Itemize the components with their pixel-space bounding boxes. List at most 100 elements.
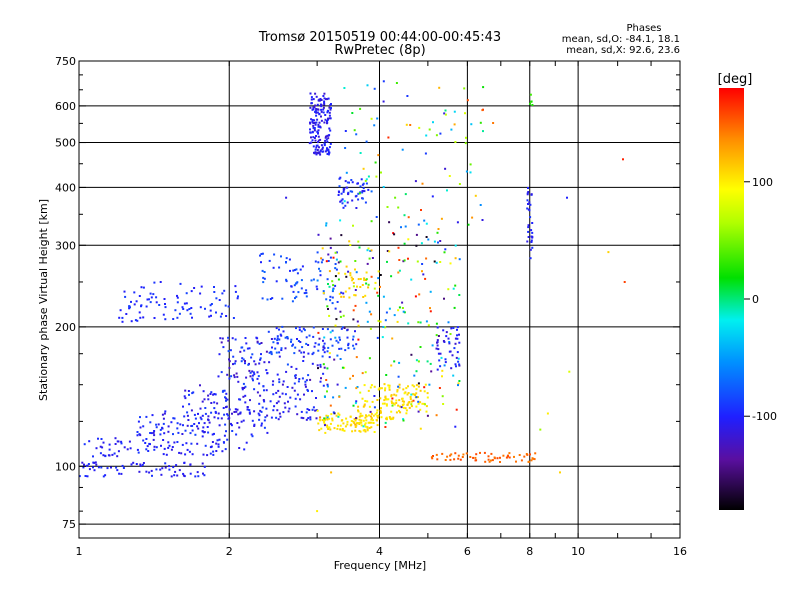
data-point xyxy=(368,310,371,313)
data-point xyxy=(309,122,312,125)
data-point xyxy=(202,426,205,429)
data-point xyxy=(117,440,120,443)
data-point xyxy=(322,372,325,375)
data-point xyxy=(260,410,263,413)
data-point xyxy=(527,226,530,229)
data-point xyxy=(376,291,379,294)
data-point xyxy=(461,456,464,458)
data-point xyxy=(496,457,499,460)
data-point xyxy=(316,510,319,513)
data-point xyxy=(349,190,352,193)
data-point xyxy=(153,430,156,432)
data-point xyxy=(358,246,361,249)
data-point xyxy=(527,236,530,238)
data-point xyxy=(366,262,369,265)
data-point xyxy=(87,463,90,465)
data-point xyxy=(445,331,448,334)
data-point xyxy=(529,203,532,206)
data-point xyxy=(319,153,322,156)
data-point xyxy=(437,335,440,337)
data-point xyxy=(92,466,94,469)
data-point xyxy=(184,389,187,392)
data-point xyxy=(118,316,121,319)
data-point xyxy=(395,82,398,84)
data-point xyxy=(456,337,459,340)
data-point xyxy=(311,120,314,123)
data-point xyxy=(172,417,175,420)
data-point xyxy=(406,393,409,396)
data-point xyxy=(234,338,237,341)
data-point xyxy=(182,405,184,408)
data-point xyxy=(372,414,375,417)
data-point xyxy=(225,430,227,433)
data-point xyxy=(253,373,256,376)
data-point xyxy=(316,130,319,133)
data-point xyxy=(120,472,123,475)
data-point xyxy=(181,306,184,309)
data-point xyxy=(138,311,141,314)
data-point xyxy=(447,321,450,324)
data-point xyxy=(148,471,151,474)
data-point xyxy=(184,397,187,400)
data-point xyxy=(180,452,183,455)
data-point xyxy=(234,285,237,288)
data-point xyxy=(341,429,344,432)
data-point xyxy=(334,307,337,310)
data-point xyxy=(385,311,388,314)
colorbar xyxy=(719,88,744,510)
data-point xyxy=(347,344,350,347)
data-point xyxy=(320,377,322,380)
data-point xyxy=(186,411,189,414)
data-point xyxy=(527,191,530,193)
data-point xyxy=(405,123,408,126)
data-point xyxy=(370,421,373,424)
data-point xyxy=(289,396,292,399)
data-point xyxy=(529,248,532,251)
data-point xyxy=(236,297,239,300)
data-point xyxy=(397,206,400,209)
data-point xyxy=(213,416,216,419)
data-point xyxy=(314,148,317,151)
data-point xyxy=(429,310,432,313)
data-point xyxy=(313,345,316,348)
data-point xyxy=(244,362,246,365)
data-point xyxy=(329,256,332,259)
data-point xyxy=(177,431,180,434)
data-point xyxy=(297,380,300,383)
data-point xyxy=(323,342,326,345)
data-point xyxy=(342,422,345,425)
data-point xyxy=(253,423,256,426)
data-point xyxy=(136,319,139,322)
data-point xyxy=(296,338,298,340)
data-point xyxy=(335,414,338,417)
data-point xyxy=(176,294,178,297)
data-point xyxy=(315,95,318,98)
data-point xyxy=(325,224,328,227)
data-point xyxy=(325,417,327,420)
data-point xyxy=(97,466,100,469)
data-point xyxy=(419,408,422,411)
data-point xyxy=(213,393,216,395)
data-point xyxy=(318,146,320,149)
data-point xyxy=(132,461,135,464)
data-point xyxy=(343,87,346,89)
colorbar-tick-label: 0 xyxy=(752,293,759,306)
data-point xyxy=(364,201,367,204)
data-point xyxy=(217,375,220,378)
data-point xyxy=(256,340,259,343)
data-point xyxy=(197,427,200,430)
data-point xyxy=(311,408,314,411)
data-point xyxy=(435,347,438,350)
data-point xyxy=(329,299,332,302)
data-point xyxy=(490,459,492,462)
data-point xyxy=(239,350,242,353)
data-point xyxy=(384,389,386,392)
data-point xyxy=(341,428,344,430)
data-point xyxy=(260,424,263,427)
data-point xyxy=(215,297,218,300)
colorbar-tick-label: -100 xyxy=(752,410,777,423)
data-point xyxy=(182,308,185,310)
data-point xyxy=(318,151,321,154)
data-point xyxy=(311,362,314,365)
data-point xyxy=(531,104,534,106)
